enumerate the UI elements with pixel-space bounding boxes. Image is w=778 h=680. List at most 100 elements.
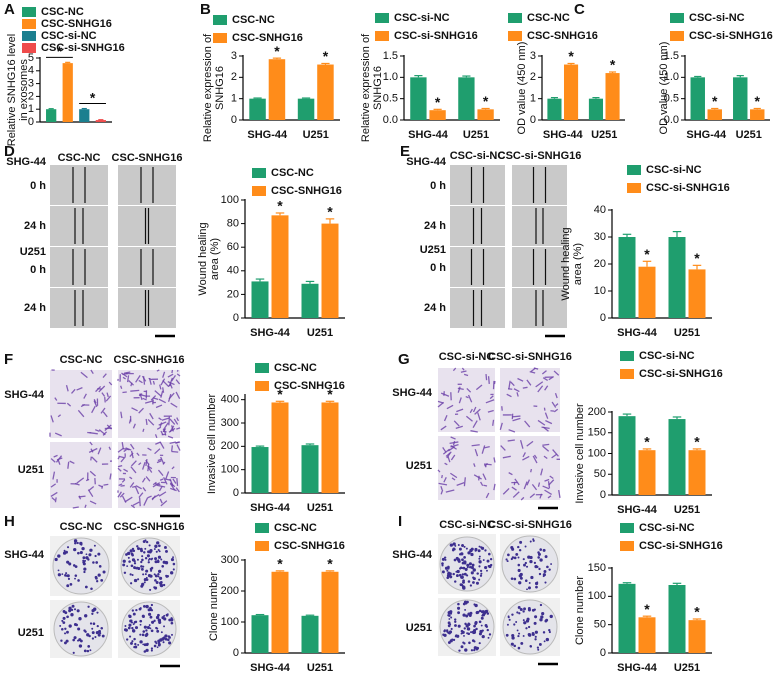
stained-cell	[90, 448, 94, 453]
significance-star: *	[644, 601, 650, 617]
bar	[563, 64, 579, 120]
legend-label: CSC-NC	[274, 362, 317, 374]
colony	[144, 539, 147, 542]
colony	[474, 620, 478, 625]
colony	[486, 628, 489, 632]
colony	[62, 609, 66, 613]
colony	[159, 584, 164, 588]
colony	[155, 580, 159, 584]
y-tick-label: 3	[28, 78, 34, 90]
image-background	[50, 247, 108, 287]
y-tick-label: 0.5	[383, 93, 398, 105]
legend-label: CSC-si-NC	[394, 12, 450, 24]
y-tick-label: 3	[231, 50, 237, 62]
stained-cell	[499, 422, 503, 431]
row-label: U251	[18, 464, 44, 476]
y-tick-label: 0	[233, 487, 239, 499]
bar	[410, 77, 427, 120]
y-tick-label: 1	[28, 103, 34, 115]
stained-cell	[522, 386, 528, 389]
colony	[130, 582, 133, 585]
micrograph	[438, 534, 496, 594]
stained-cell	[450, 472, 458, 479]
stained-cell	[176, 477, 179, 487]
colony	[457, 624, 461, 628]
stained-cell	[456, 481, 465, 486]
legend-swatch	[255, 523, 269, 533]
stained-cell	[109, 473, 112, 480]
colony	[88, 553, 92, 557]
colony	[148, 612, 152, 616]
stained-cell	[158, 417, 162, 421]
stained-cell	[526, 479, 531, 486]
error-bar	[325, 400, 335, 403]
colony	[145, 578, 149, 582]
x-tick-label: U251	[307, 662, 333, 674]
stained-cell	[440, 489, 444, 495]
colony	[75, 623, 78, 627]
colony	[474, 549, 477, 552]
y-tick-label: 150	[588, 427, 606, 439]
colony	[139, 619, 143, 623]
colony	[535, 585, 538, 589]
colony	[527, 632, 531, 637]
stained-cell	[154, 482, 161, 486]
bar	[321, 402, 339, 493]
y-axis-label: SNHG16	[372, 66, 384, 110]
colony	[91, 612, 94, 615]
colony	[467, 612, 471, 616]
row-label: 24 h	[24, 302, 46, 314]
stained-cell	[121, 479, 126, 483]
colony	[79, 551, 83, 555]
colony	[146, 554, 150, 558]
error-bar	[481, 107, 490, 110]
stained-cell	[175, 379, 181, 385]
colony	[455, 556, 459, 560]
stained-cell	[519, 439, 524, 449]
colony	[132, 612, 136, 616]
error-bar	[305, 443, 315, 446]
significance-star: *	[323, 48, 329, 64]
bar	[547, 98, 562, 120]
y-tick-label: 0	[233, 312, 239, 324]
colony	[510, 557, 513, 561]
stained-cell	[555, 403, 559, 407]
colony	[465, 547, 468, 550]
legend-label: CSC-SNHG16	[232, 32, 303, 44]
colony	[91, 637, 95, 640]
significance-star: *	[277, 386, 283, 402]
colony	[150, 609, 154, 612]
colony	[530, 575, 534, 580]
colony	[84, 585, 88, 589]
colony	[479, 569, 483, 573]
stained-cell	[512, 417, 521, 422]
image-background	[118, 442, 180, 508]
stained-cell	[442, 447, 447, 453]
colony	[484, 565, 488, 570]
error-bar	[65, 61, 71, 64]
stained-cell	[160, 378, 166, 386]
stained-cell	[156, 484, 166, 488]
stained-cell	[158, 421, 167, 426]
colony	[127, 556, 130, 559]
colony	[463, 627, 466, 630]
colony	[470, 571, 474, 575]
stained-cell	[446, 452, 451, 459]
row-label: SHG-44	[392, 549, 433, 561]
colony	[130, 564, 134, 568]
row-label: 0 h	[30, 180, 46, 192]
colony	[70, 613, 74, 617]
stained-cell	[65, 384, 69, 392]
colony	[523, 607, 526, 611]
stained-cell	[80, 371, 88, 379]
micrograph	[450, 165, 505, 205]
stained-cell	[138, 497, 141, 507]
colony	[157, 643, 161, 647]
stained-cell	[167, 381, 175, 386]
x-tick-label: SHG-44	[686, 129, 727, 141]
colony	[129, 635, 132, 638]
stained-cell	[117, 456, 120, 460]
colony	[143, 581, 146, 584]
image-background	[438, 436, 495, 500]
stained-cell	[101, 392, 106, 397]
